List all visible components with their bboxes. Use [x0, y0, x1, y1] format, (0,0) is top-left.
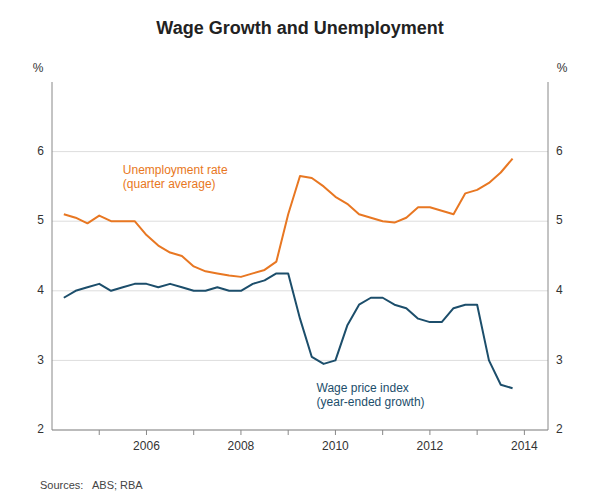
- y-tick-label: 4: [37, 283, 44, 297]
- y-axis-line: [52, 82, 53, 430]
- series-line: [64, 273, 513, 388]
- y-tick-label: 3: [37, 353, 44, 367]
- x-tick-label: 2010: [322, 439, 349, 453]
- y2-tick-label: 3: [556, 353, 563, 367]
- y-tick-label: 2: [37, 422, 44, 436]
- x-tick: [240, 430, 241, 435]
- x-tick: [429, 430, 430, 435]
- axes: 2 3 4 5 6 2 3 4 5 6 2006 2008 2010 2012 2014: [37, 82, 563, 453]
- annotations: Unemployment rate(quarter average) Wage p…: [123, 163, 425, 409]
- x-tick: [382, 430, 383, 435]
- y2-axis-line: [548, 82, 549, 430]
- x-tick: [524, 430, 525, 435]
- y2-tick-label: 2: [556, 422, 563, 436]
- x-tick-label: 2006: [133, 439, 160, 453]
- x-tick: [146, 430, 147, 435]
- grid-line: [52, 360, 548, 361]
- annotation-line: Unemployment rate: [123, 163, 228, 177]
- series-group: [64, 159, 513, 389]
- y-tick-label: 5: [37, 213, 44, 227]
- x-tick: [477, 430, 478, 435]
- y-axis-label: %: [33, 61, 44, 75]
- grid-line: [52, 290, 548, 291]
- y2-axis-label: %: [557, 61, 568, 75]
- annotation: Wage price index(year-ended growth): [317, 381, 425, 409]
- x-tick: [335, 430, 336, 435]
- y2-tick-label: 6: [556, 144, 563, 158]
- x-tick-label: 2012: [417, 439, 444, 453]
- x-tick: [288, 430, 289, 435]
- x-tick-label: 2014: [511, 439, 538, 453]
- y-tick-label: 6: [37, 144, 44, 158]
- annotation-line: Wage price index: [317, 381, 409, 395]
- y2-tick-label: 5: [556, 213, 563, 227]
- x-tick-label: 2008: [228, 439, 255, 453]
- annotation-line: (year-ended growth): [317, 395, 425, 409]
- grid-line: [52, 151, 548, 152]
- x-axis-line: [52, 430, 548, 431]
- title: Wage Growth and Unemployment: [156, 18, 443, 38]
- annotation-line: (quarter average): [123, 177, 216, 191]
- series-line: [64, 159, 513, 277]
- x-tick: [99, 430, 100, 435]
- grid-line: [52, 430, 548, 431]
- x-tick: [193, 430, 194, 435]
- source: Sources: ABS; RBA: [40, 479, 143, 491]
- y2-tick-label: 4: [556, 283, 563, 297]
- chart: 2 3 4 5 6 2 3 4 5 6 2006 2008 2010 2012 2014%% Unemploy…: [0, 0, 600, 501]
- page: {"chart_data": { "type": "line", "title"…: [0, 0, 600, 501]
- annotation: Unemployment rate(quarter average): [123, 163, 228, 191]
- grid: [52, 152, 548, 430]
